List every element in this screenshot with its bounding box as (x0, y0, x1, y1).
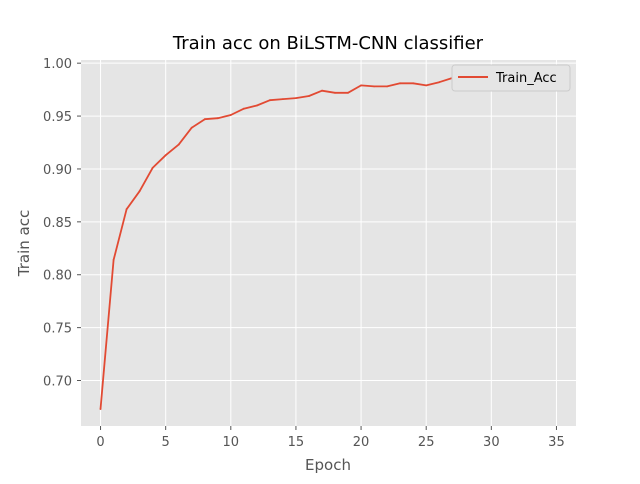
axis-ticks: 0 5 10 15 20 25 30 35 0.70 0.75 0.80 0.85 0.90 0.95 1.… (43, 57, 565, 450)
data-point (334, 91, 336, 94)
data-point (177, 143, 180, 146)
x-tick-label: 30 (483, 435, 500, 450)
data-point (269, 99, 271, 102)
data-point (399, 82, 401, 85)
x-tick-label: 10 (223, 435, 240, 450)
data-point (125, 208, 128, 211)
data-point (138, 190, 141, 193)
data-point (438, 81, 441, 84)
x-axis-label: Epoch (305, 456, 351, 474)
data-point (308, 95, 310, 97)
data-point (229, 114, 232, 116)
data-point (412, 82, 415, 85)
data-point (282, 98, 284, 100)
chart-title: Train acc on BiLSTM-CNN classifier (172, 33, 484, 54)
y-tick-label: 0.90 (43, 163, 72, 178)
data-point (112, 259, 115, 261)
y-axis-label: Train acc (15, 210, 33, 277)
y-tick-label: 1.00 (43, 57, 72, 72)
data-point (295, 97, 297, 99)
data-point (203, 118, 206, 121)
y-tick-label: 0.75 (43, 322, 72, 337)
x-tick-label: 35 (548, 435, 565, 450)
data-point (360, 84, 362, 87)
y-tick-label: 0.95 (43, 110, 72, 125)
x-tick-label: 25 (418, 435, 435, 450)
data-point (99, 408, 102, 410)
plot-background (81, 60, 576, 426)
x-tick-label: 15 (288, 435, 305, 450)
data-point (256, 104, 258, 107)
data-point (164, 154, 167, 157)
y-tick-label: 0.70 (43, 375, 72, 390)
data-point (425, 84, 428, 87)
y-tick-label: 0.85 (43, 216, 72, 231)
data-point (190, 126, 193, 129)
grid-lines (81, 60, 576, 426)
x-tick-label: 20 (353, 435, 370, 450)
y-tick-label: 0.80 (43, 269, 72, 284)
data-point (242, 107, 245, 110)
data-point (373, 85, 375, 88)
legend-label: Train_Acc (495, 71, 557, 86)
data-point (216, 117, 219, 120)
legend: Train_Acc (451, 64, 571, 92)
data-point (386, 85, 388, 88)
data-point (321, 89, 323, 92)
data-point (347, 91, 349, 94)
x-tick-label: 0 (96, 435, 104, 450)
x-tick-label: 5 (162, 435, 170, 450)
data-point (151, 167, 154, 169)
legend-box (451, 64, 571, 92)
